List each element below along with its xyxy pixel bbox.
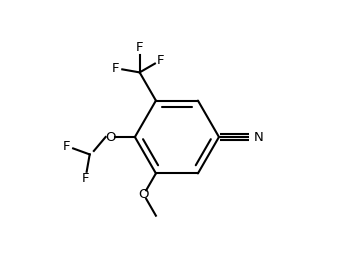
Text: O: O — [105, 130, 116, 144]
Text: N: N — [254, 130, 264, 144]
Text: F: F — [63, 139, 71, 153]
Text: O: O — [139, 188, 149, 201]
Text: F: F — [82, 172, 89, 185]
Text: F: F — [112, 62, 119, 75]
Text: F: F — [136, 41, 143, 55]
Text: F: F — [157, 54, 165, 67]
